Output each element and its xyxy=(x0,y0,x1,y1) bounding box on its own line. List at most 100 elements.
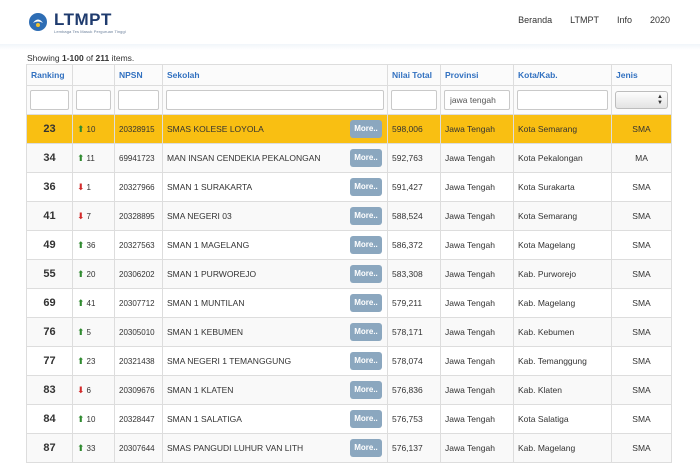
arrow-up-icon: ⬆ xyxy=(77,442,85,453)
cell-kota: Kab. Magelang xyxy=(513,433,612,463)
more-button[interactable]: More.. xyxy=(350,265,382,283)
more-button[interactable]: More.. xyxy=(350,178,382,196)
change-value: 36 xyxy=(86,240,96,250)
column-header-ranking[interactable]: Ranking xyxy=(26,64,73,86)
more-button[interactable]: More.. xyxy=(350,323,382,341)
more-button[interactable]: More.. xyxy=(350,294,382,312)
school-name: SMAN 1 KLATEN xyxy=(167,385,234,395)
more-button[interactable]: More.. xyxy=(350,352,382,370)
cell-jenis: SMA xyxy=(611,230,672,260)
cell-nilai-total: 579,211 xyxy=(387,288,441,318)
cell-sekolah: SMAN 1 SALATIGA More.. xyxy=(162,404,388,434)
cell-jenis: SMA xyxy=(611,375,672,405)
table-row[interactable]: 83 ⬇ 6 20309676 SMAN 1 KLATEN More.. 576,836 Ja… xyxy=(26,375,672,405)
cell-change: ⬇ 1 xyxy=(72,172,115,202)
column-header-nilai-total[interactable]: Nilai Total xyxy=(387,64,441,86)
cell-change: ⬆ 20 xyxy=(72,259,115,289)
cell-change: ⬆ 41 xyxy=(72,288,115,318)
cell-kota: Kota Salatiga xyxy=(513,404,612,434)
school-name: SMAN 1 KEBUMEN xyxy=(167,327,244,337)
cell-nilai-total: 576,836 xyxy=(387,375,441,405)
arrow-up-icon: ⬆ xyxy=(77,268,85,279)
more-button[interactable]: More.. xyxy=(350,381,382,399)
cell-sekolah: SMA NEGERI 1 TEMANGGUNG More.. xyxy=(162,346,388,376)
filter-npsn-input[interactable] xyxy=(118,90,159,110)
change-value: 5 xyxy=(86,327,91,337)
more-button[interactable]: More.. xyxy=(350,207,382,225)
table-row[interactable]: 49 ⬆ 36 20327563 SMAN 1 MAGELANG More.. 586,37… xyxy=(26,230,672,260)
filter-nilai-input[interactable] xyxy=(391,90,437,110)
filter-change-input[interactable] xyxy=(76,90,111,110)
cell-sekolah: SMAN 1 MUNTILAN More.. xyxy=(162,288,388,318)
arrow-up-icon: ⬆ xyxy=(77,355,85,366)
more-button[interactable]: More.. xyxy=(350,149,382,167)
summary-prefix: Showing xyxy=(27,53,62,63)
table-row[interactable]: 69 ⬆ 41 20307712 SMAN 1 MUNTILAN More.. 579,21… xyxy=(26,288,672,318)
cell-sekolah: SMAN 1 KLATEN More.. xyxy=(162,375,388,405)
nav-link-ltmpt[interactable]: LTMPT xyxy=(570,15,599,25)
cell-nilai-total: 583,308 xyxy=(387,259,441,289)
arrow-down-icon: ⬇ xyxy=(77,384,85,395)
column-header-sekolah[interactable]: Sekolah xyxy=(162,64,388,86)
cell-kota: Kab. Klaten xyxy=(513,375,612,405)
cell-nilai-total: 578,171 xyxy=(387,317,441,347)
more-button[interactable]: More.. xyxy=(350,410,382,428)
cell-jenis: SMA xyxy=(611,172,672,202)
nav-link-info[interactable]: Info xyxy=(616,15,632,25)
more-button[interactable]: More.. xyxy=(350,120,382,138)
filter-provinsi-input[interactable] xyxy=(444,90,510,110)
cell-provinsi: Jawa Tengah xyxy=(440,259,514,289)
school-name: SMAS KOLESE LOYOLA xyxy=(167,124,264,134)
arrow-up-icon: ⬆ xyxy=(77,413,85,424)
cell-provinsi: Jawa Tengah xyxy=(440,404,514,434)
filter-ranking-input[interactable] xyxy=(30,90,69,110)
school-name: SMAN 1 SURAKARTA xyxy=(167,182,253,192)
table-row[interactable]: 23 ⬆ 10 20328915 SMAS KOLESE LOYOLA More.. 598… xyxy=(26,114,672,144)
cell-jenis: SMA xyxy=(611,201,672,231)
brand-logo[interactable]: LTMPT Lembaga Tes Masuk Perguruan Tinggi xyxy=(28,9,126,35)
table-row[interactable]: 76 ⬆ 5 20305010 SMAN 1 KEBUMEN More.. 578,171 J… xyxy=(26,317,672,347)
cell-kota: Kab. Temanggung xyxy=(513,346,612,376)
arrow-up-icon: ⬆ xyxy=(77,239,85,250)
column-header-kota[interactable]: Kota/Kab. xyxy=(513,64,612,86)
column-header-jenis[interactable]: Jenis xyxy=(611,64,672,86)
cell-nilai-total: 592,763 xyxy=(387,143,441,173)
column-header-npsn[interactable]: NPSN xyxy=(114,64,163,86)
cell-nilai-total: 588,524 xyxy=(387,201,441,231)
table-row[interactable]: 55 ⬆ 20 20306202 SMAN 1 PURWOREJO More.. 583,3… xyxy=(26,259,672,289)
cell-ranking: 36 xyxy=(26,172,73,202)
table-row[interactable]: 87 ⬆ 33 20307644 SMAS PANGUDI LUHUR VAN LITH… xyxy=(26,433,672,463)
nav-link-2020[interactable]: 2020 xyxy=(649,15,670,25)
cell-sekolah: SMAN 1 PURWOREJO More.. xyxy=(162,259,388,289)
school-ranking-table: Ranking NPSN Sekolah Nilai Total Provins… xyxy=(26,64,672,463)
more-button[interactable]: More.. xyxy=(350,236,382,254)
filter-kota-input[interactable] xyxy=(517,90,608,110)
tut-wuri-emblem-icon xyxy=(29,13,47,31)
table-row[interactable]: 84 ⬆ 10 20328447 SMAN 1 SALATIGA More.. 576,75… xyxy=(26,404,672,434)
more-button[interactable]: More.. xyxy=(350,439,382,457)
cell-provinsi: Jawa Tengah xyxy=(440,375,514,405)
filter-jenis-select[interactable]: ▲ ▼ xyxy=(615,91,668,109)
filter-sekolah-input[interactable] xyxy=(166,90,384,110)
column-header-provinsi[interactable]: Provinsi xyxy=(440,64,514,86)
table-row[interactable]: 77 ⬆ 23 20321438 SMA NEGERI 1 TEMANGGUNG More… xyxy=(26,346,672,376)
cell-ranking: 87 xyxy=(26,433,73,463)
cell-provinsi: Jawa Tengah xyxy=(440,433,514,463)
table-row[interactable]: 34 ⬆ 11 69941723 MAN INSAN CENDEKIA PEKALONG… xyxy=(26,143,672,173)
table-row[interactable]: 36 ⬇ 1 20327966 SMAN 1 SURAKARTA More.. 591,42… xyxy=(26,172,672,202)
summary-suffix: items. xyxy=(109,53,135,63)
cell-ranking: 49 xyxy=(26,230,73,260)
navbar: LTMPT Lembaga Tes Masuk Perguruan Tinggi… xyxy=(0,0,700,44)
cell-kota: Kab. Kebumen xyxy=(513,317,612,347)
cell-nilai-total: 578,074 xyxy=(387,346,441,376)
nav-link-beranda[interactable]: Beranda xyxy=(518,15,553,25)
arrow-down-icon: ⬇ xyxy=(77,210,85,221)
cell-nilai-total: 591,427 xyxy=(387,172,441,202)
cell-nilai-total: 576,137 xyxy=(387,433,441,463)
change-value: 23 xyxy=(86,356,96,366)
table-row[interactable]: 41 ⬇ 7 20328895 SMA NEGERI 03 More.. 588,524 Ja… xyxy=(26,201,672,231)
cell-ranking: 34 xyxy=(26,143,73,173)
cell-change: ⬆ 10 xyxy=(72,114,115,144)
cell-npsn: 20321438 xyxy=(114,346,163,376)
cell-npsn: 20307644 xyxy=(114,433,163,463)
